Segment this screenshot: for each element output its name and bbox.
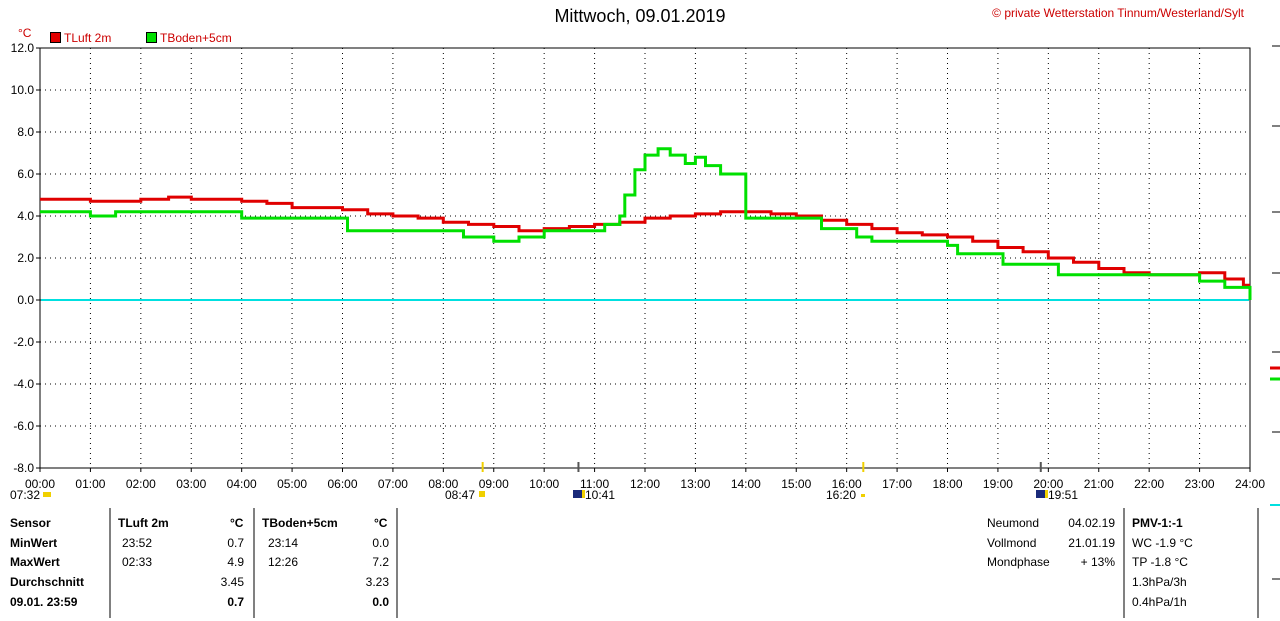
chart-series (40, 147, 1252, 301)
x-tick-label: 01:00 (75, 477, 105, 491)
x-tick-label: 06:00 (327, 477, 357, 491)
x-tick-label: 15:00 (781, 477, 811, 491)
table-head-sensor: Sensor (10, 516, 51, 530)
legend-label-tluft: TLuft 2m (64, 31, 112, 45)
chart-grid (36, 47, 1251, 472)
y-axis-unit: °C (18, 26, 32, 40)
x-tick-label: 17:00 (882, 477, 912, 491)
row-current-val1: 0.7 (227, 595, 244, 609)
y-axis-labels: 12.0 10.0 8.0 6.0 4.0 2.0 0.0 -2.0 -4.0 -6.0 -8.0 (11, 41, 35, 475)
dewpoint-value: TP -1.8 °C (1132, 555, 1188, 569)
moon-value-new: 04.02.19 (1068, 516, 1115, 530)
legend-label-tboden: TBoden+5cm (160, 31, 232, 45)
pressure-3h-value: 1.3hPa/3h (1132, 575, 1187, 589)
y-tick-label: -6.0 (13, 419, 34, 433)
y-tick-label: -8.0 (13, 461, 34, 475)
x-axis-labels: 00:00 01:00 02:00 03:00 04:00 05:00 06:00 07:00… (25, 477, 1265, 491)
x-tick-label: 11:00 (580, 477, 609, 491)
moon-label-full: Vollmond (987, 536, 1037, 550)
row-current-val2: 0.0 (372, 595, 389, 609)
x-tick-label: 20:00 (1033, 477, 1063, 491)
legend-swatch-tboden (146, 32, 157, 43)
x-tick-label: 02:00 (126, 477, 156, 491)
series-line-tboden (40, 147, 1252, 300)
x-tick-label: 22:00 (1134, 477, 1164, 491)
moon-label-new: Neumond (987, 516, 1040, 530)
row-max-time1: 02:33 (122, 555, 153, 569)
chart-title: Mittwoch, 09.01.2019 (554, 6, 726, 26)
event-sunrise-label: 07:32 (10, 488, 41, 502)
table-head-unit1: °C (230, 516, 244, 530)
x-tick-label: 16:00 (832, 477, 862, 491)
x-tick-label: 09:00 (479, 477, 509, 491)
row-min-val1: 0.7 (227, 536, 244, 550)
row-min-val2: 0.0 (372, 536, 389, 550)
event-label-4: 19:51 (1048, 488, 1079, 502)
pmv-value: PMV-1:-1 (1132, 516, 1183, 530)
y-tick-label: 6.0 (17, 167, 34, 181)
x-tick-label: 10:00 (529, 477, 559, 491)
row-label-min: MinWert (10, 536, 58, 550)
sunset-icon (861, 494, 865, 497)
row-max-val2: 7.2 (372, 555, 389, 569)
y-tick-label: -4.0 (13, 377, 34, 391)
row-avg-val2: 3.23 (365, 575, 389, 589)
row-max-time2: 12:26 (268, 555, 299, 569)
y-tick-label: 10.0 (11, 83, 35, 97)
row-label-current: 09.01. 23:59 (10, 595, 78, 609)
legend-swatch-tluft (50, 32, 61, 43)
y-tick-label: 4.0 (17, 209, 34, 223)
x-tick-label: 23:00 (1185, 477, 1215, 491)
series-line-tluft (40, 195, 1250, 287)
moon-value-full: 21.01.19 (1068, 536, 1115, 550)
sun-icon (479, 491, 485, 497)
x-tick-label: 14:00 (731, 477, 761, 491)
y-tick-label: 2.0 (17, 251, 34, 265)
x-tick-label: 04:00 (227, 477, 257, 491)
row-max-val1: 4.9 (227, 555, 244, 569)
y-tick-label: 8.0 (17, 125, 34, 139)
row-min-time2: 23:14 (268, 536, 299, 550)
pressure-1h-value: 0.4hPa/1h (1132, 595, 1187, 609)
x-tick-label: 07:00 (378, 477, 408, 491)
table-head-tluft: TLuft 2m (118, 516, 169, 530)
y-tick-label: 0.0 (17, 293, 34, 307)
legend-tluft: TLuft 2m (50, 31, 111, 45)
table-head-unit2: °C (374, 516, 388, 530)
moon-label-phase: Mondphase (987, 555, 1050, 569)
x-tick-label: 03:00 (176, 477, 206, 491)
legend-tboden: TBoden+5cm (146, 31, 232, 45)
y-tick-label: -2.0 (13, 335, 34, 349)
x-tick-label: 05:00 (277, 477, 307, 491)
row-label-avg: Durchschnitt (10, 575, 85, 589)
x-tick-label: 08:00 (428, 477, 458, 491)
moonrise-icon (573, 490, 585, 498)
chart-decorations (109, 45, 1280, 618)
row-avg-val1: 3.45 (220, 575, 244, 589)
x-tick-label: 00:00 (25, 477, 55, 491)
y-tick-label: 12.0 (11, 41, 35, 55)
sunrise-icon (43, 492, 51, 497)
x-tick-label: 12:00 (630, 477, 660, 491)
windchill-value: WC -1.9 °C (1132, 536, 1193, 550)
event-label-3: 16:20 (826, 488, 857, 502)
row-label-max: MaxWert (10, 555, 60, 569)
moonset-icon (1036, 490, 1048, 498)
row-min-time1: 23:52 (122, 536, 153, 550)
x-tick-label: 13:00 (680, 477, 710, 491)
moon-value-phase: + 13% (1080, 555, 1115, 569)
x-tick-label: 18:00 (932, 477, 962, 491)
x-tick-label: 19:00 (983, 477, 1013, 491)
x-tick-label: 21:00 (1084, 477, 1114, 491)
event-label-1: 08:47 (445, 488, 476, 502)
x-tick-label: 24:00 (1235, 477, 1265, 491)
copyright-text: © private Wetterstation Tinnum/Westerlan… (992, 6, 1244, 20)
table-head-tboden: TBoden+5cm (262, 516, 338, 530)
event-label-2: 10:41 (585, 488, 616, 502)
